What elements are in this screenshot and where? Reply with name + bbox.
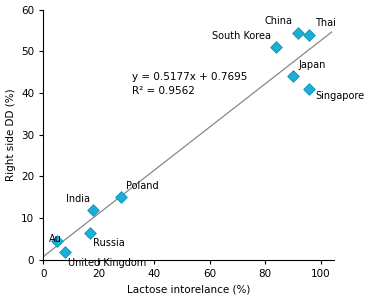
Text: India: India xyxy=(66,194,90,203)
Point xyxy=(290,74,296,79)
Point xyxy=(273,45,279,50)
Text: Poland: Poland xyxy=(127,181,159,191)
Y-axis label: Right side DD (%): Right side DD (%) xyxy=(6,88,16,181)
Text: Singapore: Singapore xyxy=(315,91,364,101)
Text: Au: Au xyxy=(49,234,62,244)
Point xyxy=(306,86,312,91)
X-axis label: Lactose intorelance (%): Lactose intorelance (%) xyxy=(127,284,250,294)
Text: Russia: Russia xyxy=(93,238,125,248)
Text: United Kingdom: United Kingdom xyxy=(68,258,147,268)
Text: Thai: Thai xyxy=(315,18,336,28)
Point xyxy=(295,30,301,35)
Point xyxy=(63,249,68,254)
Point xyxy=(118,195,124,200)
Point xyxy=(87,230,93,235)
Text: China: China xyxy=(265,16,293,26)
Text: y = 0.5177x + 0.7695
R² = 0.9562: y = 0.5177x + 0.7695 R² = 0.9562 xyxy=(132,72,248,96)
Text: Japan: Japan xyxy=(298,60,326,70)
Point xyxy=(90,207,96,212)
Text: South Korea: South Korea xyxy=(212,31,271,41)
Point xyxy=(306,32,312,37)
Point xyxy=(54,239,60,244)
